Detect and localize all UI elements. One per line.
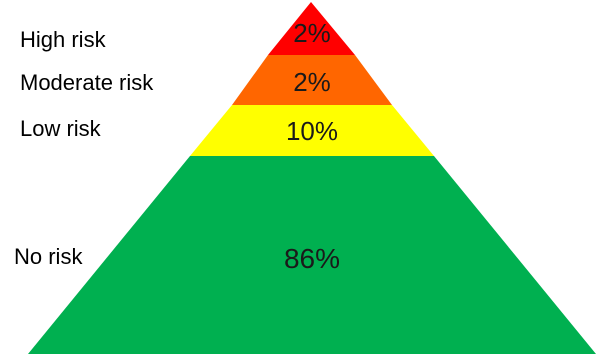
tier-moderate-risk-percent: 2% — [293, 67, 331, 97]
tier-high-risk-label: High risk — [20, 27, 107, 52]
tier-low-risk-label: Low risk — [20, 116, 102, 141]
tier-low-risk-percent: 10% — [286, 116, 338, 146]
tier-high-risk-percent: 2% — [293, 18, 331, 48]
tier-no-risk-percent: 86% — [284, 243, 340, 274]
tier-low-risk — [190, 105, 434, 156]
tier-moderate-risk-label: Moderate risk — [20, 70, 154, 95]
tier-no-risk-label: No risk — [14, 244, 83, 269]
tier-high-risk — [268, 2, 355, 55]
tier-no-risk — [28, 156, 596, 354]
tier-moderate-risk — [232, 55, 392, 105]
